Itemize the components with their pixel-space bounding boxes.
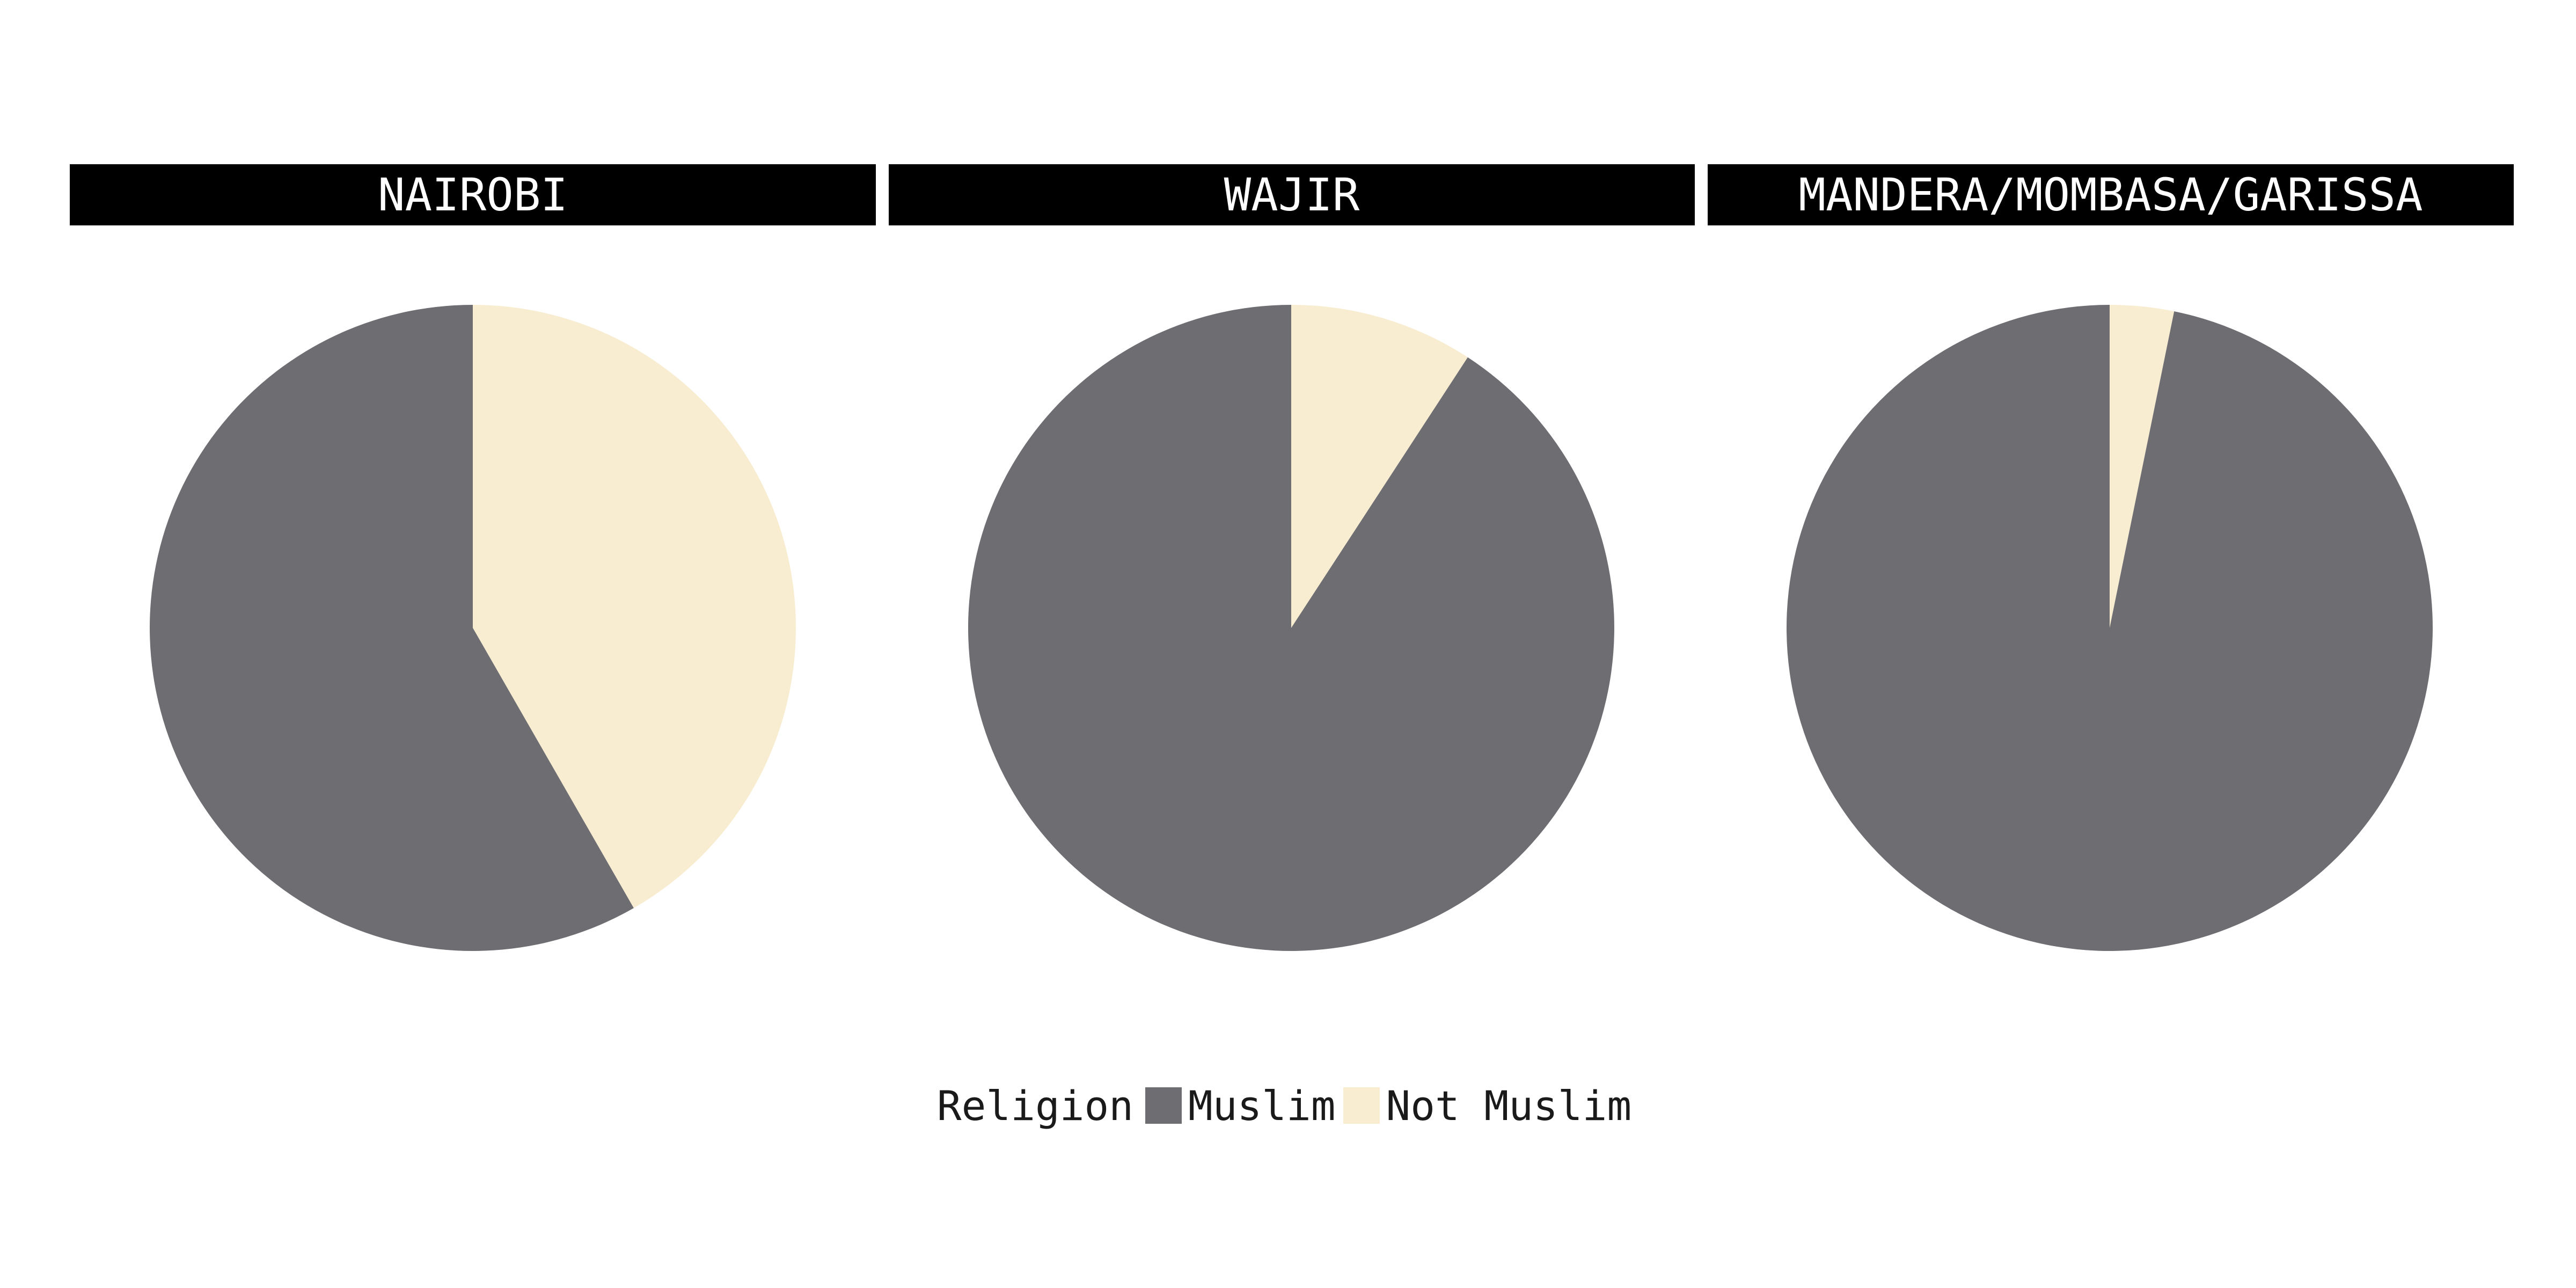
- pie-slice-wajir-not-muslim: [1291, 305, 1468, 628]
- legend-item-not-muslim: Not Muslim: [1343, 1082, 1640, 1130]
- legend-swatch-muslim: [1145, 1087, 1182, 1124]
- legend-swatch-not-muslim: [1343, 1087, 1380, 1124]
- legend: Religion Muslim Not Muslim: [0, 1079, 2576, 1132]
- facet-title-nairobi: NAIROBI: [70, 164, 876, 225]
- legend-label-not-muslim: Not Muslim: [1386, 1081, 1632, 1130]
- legend-item-muslim: Muslim: [1145, 1082, 1343, 1130]
- pie-slice-nairobi-not-muslim: [473, 305, 796, 908]
- pie-slice-mandera-mombasa-garissa-not-muslim: [2110, 305, 2175, 628]
- facet-title-mandera-mombasa-garissa: MANDERA/MOMBASA/GARISSA: [1708, 164, 2514, 225]
- legend-title: Religion: [936, 1081, 1133, 1130]
- facet-title-wajir: WAJIR: [889, 164, 1695, 225]
- pie-slice-nairobi-muslim: [150, 305, 634, 951]
- pie-slice-mandera-mombasa-garissa-muslim: [1786, 304, 2433, 951]
- pie-slice-wajir-muslim: [968, 305, 1614, 951]
- legend-label-muslim: Muslim: [1188, 1081, 1336, 1130]
